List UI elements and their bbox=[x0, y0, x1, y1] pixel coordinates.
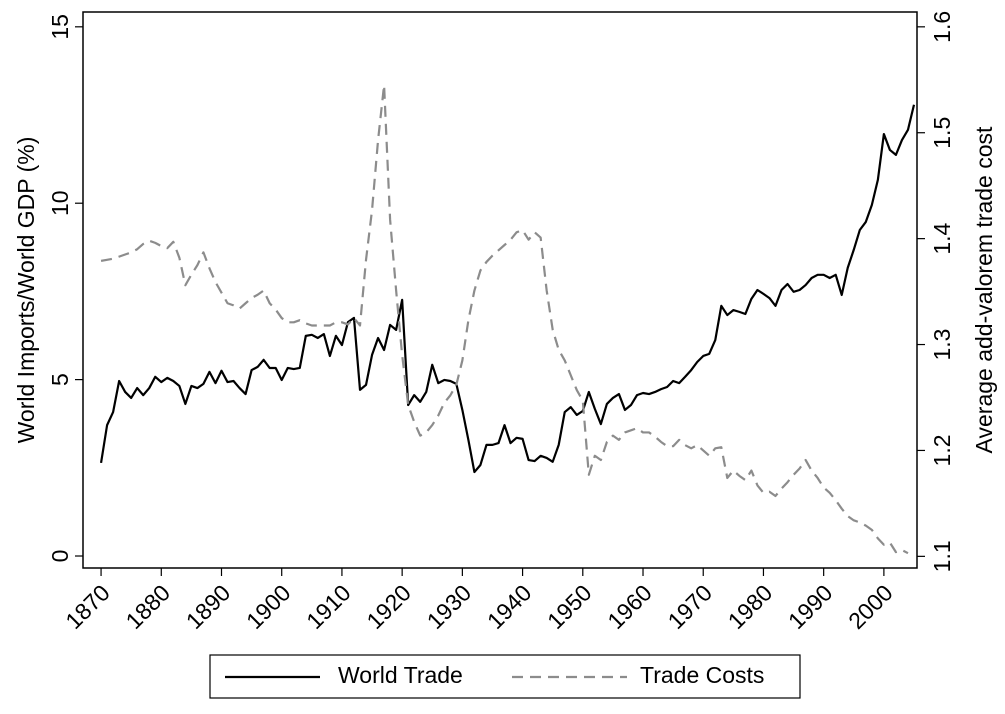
x-tick-label: 1990 bbox=[783, 579, 838, 634]
y2-axis-title: Average add-valorem trade cost bbox=[971, 126, 997, 453]
x-tick-label: 2000 bbox=[843, 579, 898, 634]
legend-label: World Trade bbox=[338, 662, 463, 688]
y-tick-label: 10 bbox=[47, 190, 73, 216]
y2-tick-label: 1.3 bbox=[929, 329, 955, 361]
y-tick-label: 0 bbox=[47, 550, 73, 563]
x-tick-label: 1880 bbox=[121, 579, 176, 634]
y2-tick-label: 1.4 bbox=[929, 222, 955, 254]
y-tick-label: 15 bbox=[47, 14, 73, 40]
y-axis-title: World Imports/World GDP (%) bbox=[13, 137, 39, 444]
x-tick-label: 1890 bbox=[181, 579, 236, 634]
x-tick-label: 1870 bbox=[60, 579, 115, 634]
y2-tick-label: 1.1 bbox=[929, 540, 955, 572]
series-line bbox=[99, 104, 916, 474]
x-tick-label: 1950 bbox=[542, 579, 597, 634]
legend-label: Trade Costs bbox=[640, 662, 764, 688]
y2-tick-label: 1.2 bbox=[929, 434, 955, 466]
x-tick-label: 1920 bbox=[361, 579, 416, 634]
y-tick-label: 5 bbox=[47, 373, 73, 386]
y2-tick-label: 1.6 bbox=[929, 11, 955, 43]
x-tick-label: 1900 bbox=[241, 579, 296, 634]
x-tick-label: 1960 bbox=[602, 579, 657, 634]
x-tick-label: 1980 bbox=[723, 579, 778, 634]
x-tick-label: 1970 bbox=[662, 579, 717, 634]
x-tick-label: 1930 bbox=[422, 579, 477, 634]
y2-tick-label: 1.5 bbox=[929, 117, 955, 149]
series-line bbox=[100, 83, 909, 555]
x-tick-label: 1940 bbox=[482, 579, 537, 634]
plot-frame bbox=[82, 11, 918, 569]
x-tick-label: 1910 bbox=[301, 579, 356, 634]
